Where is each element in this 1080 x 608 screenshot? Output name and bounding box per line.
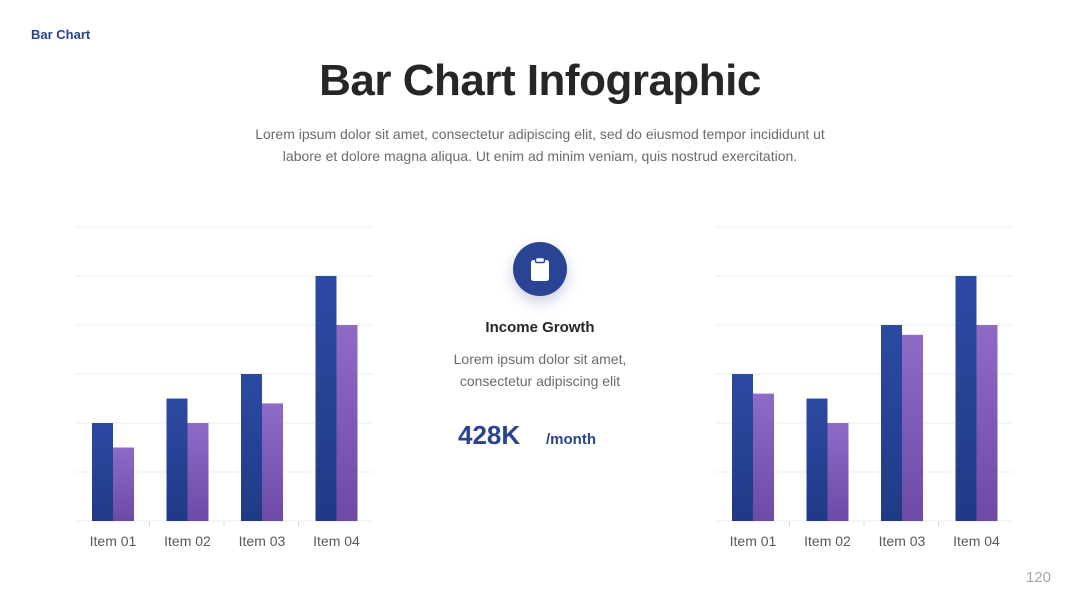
page-title: Bar Chart Infographic: [319, 56, 761, 105]
x-tick-label: Item 01: [730, 533, 777, 549]
income-value: 428K: [458, 420, 521, 450]
bar-series1-3: [881, 325, 902, 521]
x-tick-label: Item 04: [953, 533, 1000, 549]
section-label: Bar Chart: [31, 27, 91, 42]
panel-description-line-1: Lorem ipsum dolor sit amet,: [453, 351, 627, 367]
bar-series2-2: [827, 423, 849, 521]
income-unit: /month: [546, 431, 596, 448]
bar-series2-4: [976, 325, 998, 521]
bar-chart-0-svg: Item 01 Item 02 Item 03 Item 04: [75, 226, 373, 549]
x-tick-label: Item 03: [239, 533, 286, 549]
x-tick-label: Item 03: [879, 533, 926, 549]
clipboard-icon-badge: [513, 242, 567, 296]
panel-title: Income Growth: [485, 319, 595, 336]
bar-series2-1: [753, 393, 774, 521]
bar-series1-4: [955, 276, 977, 521]
x-tick-label: Item 01: [90, 533, 137, 549]
x-tick-label: Item 02: [804, 533, 851, 549]
bar-series1-3: [241, 374, 262, 521]
bar-series1-1: [732, 374, 753, 521]
bar-series2-3: [902, 334, 923, 521]
bar-series1-4: [315, 276, 337, 521]
bar-series1-2: [166, 398, 188, 521]
bar-series2-2: [187, 423, 209, 521]
bar-series2-3: [262, 403, 283, 521]
bar-chart-left: Item 01 Item 02 Item 03 Item 04: [75, 215, 375, 560]
x-tick-label: Item 02: [164, 533, 211, 549]
panel-description: Lorem ipsum dolor sit amet, consectetur …: [420, 348, 660, 392]
clipboard-icon: [531, 256, 549, 281]
page-number: 120: [1026, 569, 1052, 586]
bar-series1-2: [806, 398, 828, 521]
bar-series1-1: [92, 423, 113, 521]
panel-description-line-2: consectetur adipiscing elit: [459, 373, 621, 389]
bar-series2-1: [113, 447, 134, 521]
x-tick-label: Item 04: [313, 533, 360, 549]
page-subtitle: Lorem ipsum dolor sit amet, consectetur …: [255, 126, 825, 164]
bar-series2-4: [336, 325, 358, 521]
income-growth-panel: Income Growth Lorem ipsum dolor sit amet…: [420, 242, 660, 392]
bar-chart-1-svg: Item 01 Item 02 Item 03 Item 04: [715, 226, 1013, 549]
bar-chart-right: Item 01 Item 02 Item 03 Item 04: [715, 215, 1015, 560]
